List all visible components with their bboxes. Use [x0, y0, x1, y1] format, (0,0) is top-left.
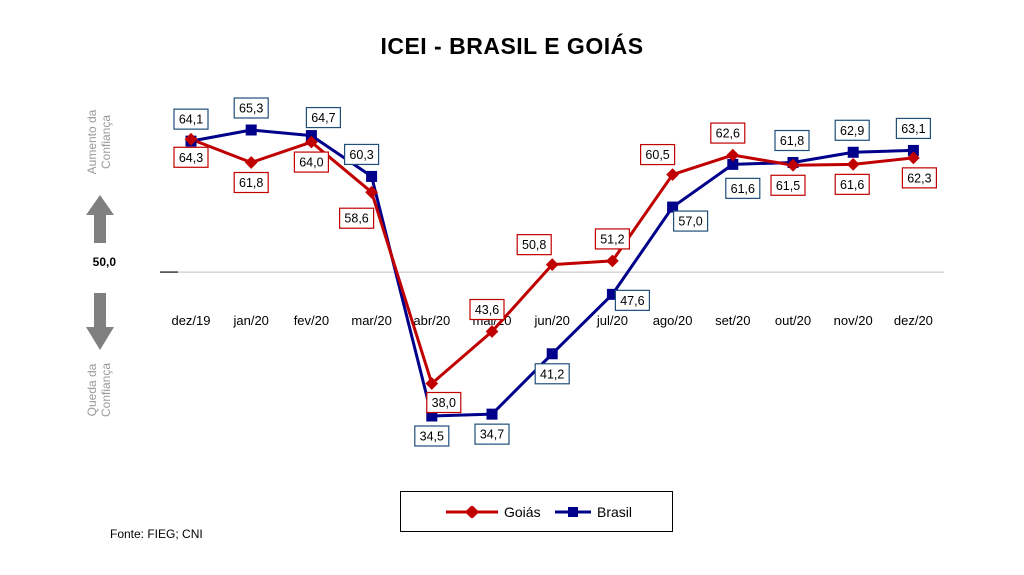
data-label-brasil: 41,2	[540, 367, 564, 381]
data-label-brasil: 60,3	[349, 148, 373, 162]
x-tick-label: dez/20	[894, 313, 933, 328]
data-point-brasil	[546, 348, 558, 360]
legend-item-brasil: Brasil	[553, 492, 632, 531]
x-tick-label: fev/20	[294, 313, 329, 328]
chart-title: ICEI - BRASIL E GOIÁS	[380, 33, 644, 59]
data-point-goias	[485, 325, 499, 338]
x-tick-label: abr/20	[413, 313, 450, 328]
data-label-goias: 50,8	[522, 238, 546, 252]
data-point-brasil	[667, 201, 679, 213]
data-label-brasil: 63,1	[901, 122, 925, 136]
legend: Goiás Brasil	[400, 491, 673, 532]
data-label-brasil: 61,8	[780, 134, 804, 148]
data-point-brasil	[366, 170, 378, 182]
data-label-goias: 51,2	[600, 232, 624, 246]
data-label-brasil: 34,5	[420, 430, 444, 444]
data-label-brasil-box	[305, 106, 341, 129]
data-label-goias-box	[516, 234, 552, 256]
data-label-goias-box	[639, 143, 676, 166]
data-label-goias: 61,5	[776, 179, 800, 193]
x-tick-label: nov/20	[834, 313, 873, 328]
x-tick-label: jan/20	[232, 313, 268, 328]
reference-label: 50,0	[93, 255, 117, 269]
data-label-goias: 64,3	[179, 151, 203, 165]
x-tick-label: dez/19	[171, 313, 210, 328]
x-tick-label: out/20	[775, 313, 811, 328]
data-point-brasil	[727, 158, 739, 170]
data-label-goias-box	[339, 207, 375, 229]
data-label-goias: 62,3	[907, 171, 931, 185]
side-label-up: Aumento da	[85, 109, 99, 174]
legend-label-goias: Goiás	[504, 503, 541, 520]
legend-marker-goias	[446, 505, 498, 518]
data-point-goias	[305, 135, 318, 149]
data-label-goias: 62,6	[716, 127, 740, 141]
down-arrow-icon	[86, 293, 114, 350]
x-tick-label: jul/20	[596, 313, 628, 328]
data-label-goias-box	[770, 174, 806, 196]
x-tick-label: set/20	[715, 313, 750, 328]
data-label-goias-box	[594, 228, 631, 250]
data-label-goias: 60,5	[645, 148, 669, 162]
data-label-goias: 58,6	[344, 212, 368, 226]
data-label-goias-box	[834, 173, 870, 195]
data-label-brasil-box	[344, 143, 380, 166]
data-point-brasil	[847, 146, 859, 158]
data-label-brasil-box	[614, 289, 651, 311]
data-label-goias-box	[426, 391, 462, 414]
data-point-goias	[244, 156, 258, 169]
side-label-down-line2: Confiança	[99, 363, 113, 417]
x-tick-label: jun/20	[533, 313, 569, 328]
data-label-brasil-box	[672, 210, 709, 232]
x-tick-label: mar/20	[351, 313, 391, 328]
data-label-goias: 61,6	[840, 178, 864, 192]
data-label-brasil-box	[534, 363, 570, 385]
data-label-brasil: 61,6	[731, 182, 755, 196]
data-label-brasil: 34,7	[480, 428, 504, 442]
data-label-brasil-box	[173, 108, 209, 130]
data-point-brasil	[486, 408, 498, 420]
data-label-goias-box	[710, 122, 746, 144]
data-label-goias: 38,0	[432, 396, 456, 410]
data-label-goias-box	[233, 171, 269, 194]
data-label-brasil: 62,9	[840, 124, 864, 138]
data-label-brasil: 57,0	[678, 215, 702, 229]
side-label-down: Queda da	[85, 363, 99, 416]
data-point-brasil	[426, 410, 438, 422]
data-label-brasil-box	[725, 177, 761, 199]
legend-marker-brasil	[555, 506, 591, 517]
data-label-brasil-box	[474, 423, 510, 445]
data-label-brasil-box	[834, 119, 870, 141]
data-point-brasil	[907, 144, 919, 156]
data-point-goias	[425, 377, 439, 390]
legend-label-brasil: Brasil	[597, 503, 633, 520]
data-label-brasil-box	[895, 117, 932, 140]
data-label-goias: 64,0	[299, 156, 323, 170]
data-point-brasil	[245, 124, 257, 136]
data-point-goias	[846, 157, 860, 171]
legend-item-goias: Goiás	[444, 492, 541, 531]
data-label-goias-box	[293, 151, 329, 173]
data-point-brasil	[305, 130, 317, 142]
x-tick-label: ago/20	[653, 313, 693, 328]
data-label-brasil-box	[774, 129, 810, 152]
data-label-brasil-box	[233, 97, 269, 119]
data-point-goias	[184, 132, 198, 146]
data-label-brasil: 64,7	[311, 111, 335, 125]
data-label-brasil: 65,3	[239, 102, 263, 116]
data-label-goias-box	[469, 298, 505, 321]
data-point-goias	[365, 185, 378, 199]
source-note: Fonte: FIEG; CNI	[110, 527, 203, 541]
data-label-brasil-box	[414, 425, 450, 447]
data-label-goias: 61,8	[239, 176, 263, 190]
data-label-goias-box	[173, 146, 209, 168]
data-label-goias-box	[901, 167, 938, 189]
side-label-up-line2: Confiança	[99, 115, 113, 169]
data-point-brasil	[606, 288, 618, 300]
up-arrow-icon	[86, 195, 114, 243]
data-label-goias: 43,6	[475, 303, 499, 317]
data-label-brasil: 47,6	[620, 294, 644, 308]
data-label-brasil: 64,1	[179, 113, 203, 127]
